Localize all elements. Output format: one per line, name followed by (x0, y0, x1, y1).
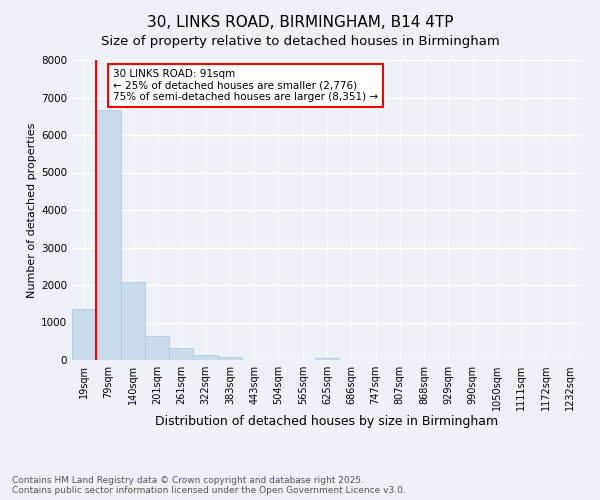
Bar (145, 336, 169, 360)
Bar (96, 110, 121, 360)
Y-axis label: Number of detached properties: Number of detached properties (27, 122, 37, 298)
Text: 30 LINKS ROAD: 91sqm
← 25% of detached houses are smaller (2,776)
75% of semi-de: 30 LINKS ROAD: 91sqm ← 25% of detached h… (113, 69, 378, 102)
Text: 30, LINKS ROAD, BIRMINGHAM, B14 4TP: 30, LINKS ROAD, BIRMINGHAM, B14 4TP (147, 15, 453, 30)
Bar (218, 358, 242, 360)
Bar (193, 355, 218, 360)
Text: Contains HM Land Registry data © Crown copyright and database right 2025.
Contai: Contains HM Land Registry data © Crown c… (12, 476, 406, 495)
Text: Size of property relative to detached houses in Birmingham: Size of property relative to detached ho… (101, 35, 499, 48)
Bar (121, 282, 145, 360)
Bar (169, 348, 193, 360)
X-axis label: Distribution of detached houses by size in Birmingham: Distribution of detached houses by size … (155, 414, 499, 428)
Bar (72, 310, 96, 360)
Bar (315, 358, 339, 360)
